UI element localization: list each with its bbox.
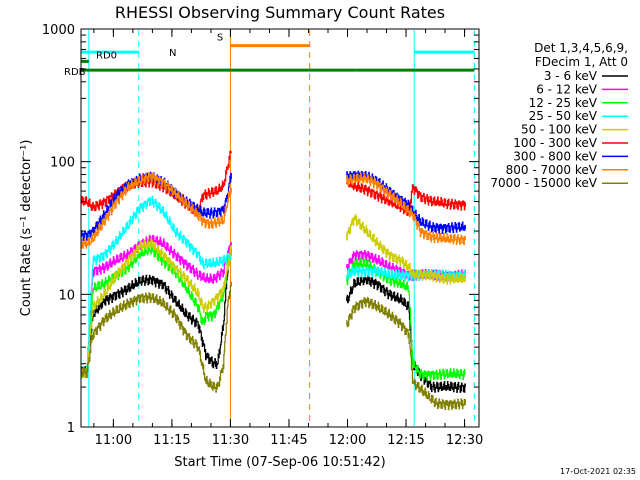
footer-timestamp: 17-Oct-2021 02:35 [560, 467, 636, 476]
series-line-7-part-1 [346, 172, 466, 246]
series-line-3-part-0 [80, 195, 232, 377]
series-line-0-part-0 [80, 248, 232, 377]
x-tick-label-3: 11:45 [270, 433, 307, 448]
series-line-8-part-0 [80, 281, 232, 393]
series-line-4-part-0 [80, 238, 232, 379]
legend-label-4: 50 - 100 keV [521, 123, 598, 137]
y-axis: 1 10 100 1000 [42, 23, 479, 436]
series-line-8-part-1 [346, 296, 466, 411]
y-tick-label-0: 1 [67, 421, 75, 436]
flag-label-RD0: RD0 [96, 50, 117, 61]
series-line-4-part-1 [346, 214, 466, 285]
y-tick-label-1: 10 [58, 288, 75, 303]
legend-header-line-2: FDecim 1, Att 0 [535, 55, 628, 69]
x-tick-label-6: 12:30 [446, 433, 483, 448]
series-line-0-part-1 [346, 274, 466, 393]
series-line-5-part-0 [80, 150, 232, 217]
legend-label-3: 25 - 50 keV [529, 109, 598, 123]
legend-label-8: 7000 - 15000 keV [490, 176, 597, 190]
x-tick-label-2: 11:30 [212, 433, 249, 448]
legend: Det 1,3,4,5,6,9, FDecim 1, Att 0 3 - 6 k… [490, 41, 628, 190]
flag-label-S: S [217, 33, 223, 44]
legend-label-6: 300 - 800 keV [513, 149, 597, 163]
flag-bars: N S RD0 RDB [64, 33, 475, 78]
series-line-7-part-0 [80, 172, 232, 249]
x-tick-label-5: 12:15 [387, 433, 424, 448]
chart-title: RHESSI Observing Summary Count Rates [115, 3, 445, 22]
x-tick-label-4: 12:00 [329, 433, 366, 448]
x-tick-label-1: 11:15 [153, 433, 190, 448]
x-axis: 11:00 11:15 11:30 11:45 12:00 12:15 12:30 [93, 29, 483, 448]
x-axis-label: Start Time (07-Sep-06 10:51:42) [174, 455, 385, 470]
y-tick-label-3: 1000 [42, 23, 75, 38]
series-line-1-part-0 [80, 234, 232, 378]
legend-header-line-1: Det 1,3,4,5,6,9, [534, 41, 628, 55]
legend-label-7: 800 - 7000 keV [506, 163, 598, 177]
legend-label-0: 3 - 6 keV [544, 69, 598, 83]
y-axis-label: Count Rate (s⁻¹ detector⁻¹) [19, 140, 34, 317]
flag-label-RDB: RDB [64, 67, 86, 78]
legend-label-2: 12 - 25 keV [529, 96, 598, 110]
legend-label-5: 100 - 300 keV [513, 136, 597, 150]
legend-label-1: 6 - 12 keV [536, 82, 598, 96]
flag-label-N: N [169, 48, 176, 59]
plot-frame [80, 28, 480, 428]
series-line-2-part-1 [346, 257, 466, 381]
x-tick-label-0: 11:00 [95, 433, 132, 448]
series-lines [80, 150, 466, 411]
y-tick-label-2: 100 [50, 156, 75, 171]
